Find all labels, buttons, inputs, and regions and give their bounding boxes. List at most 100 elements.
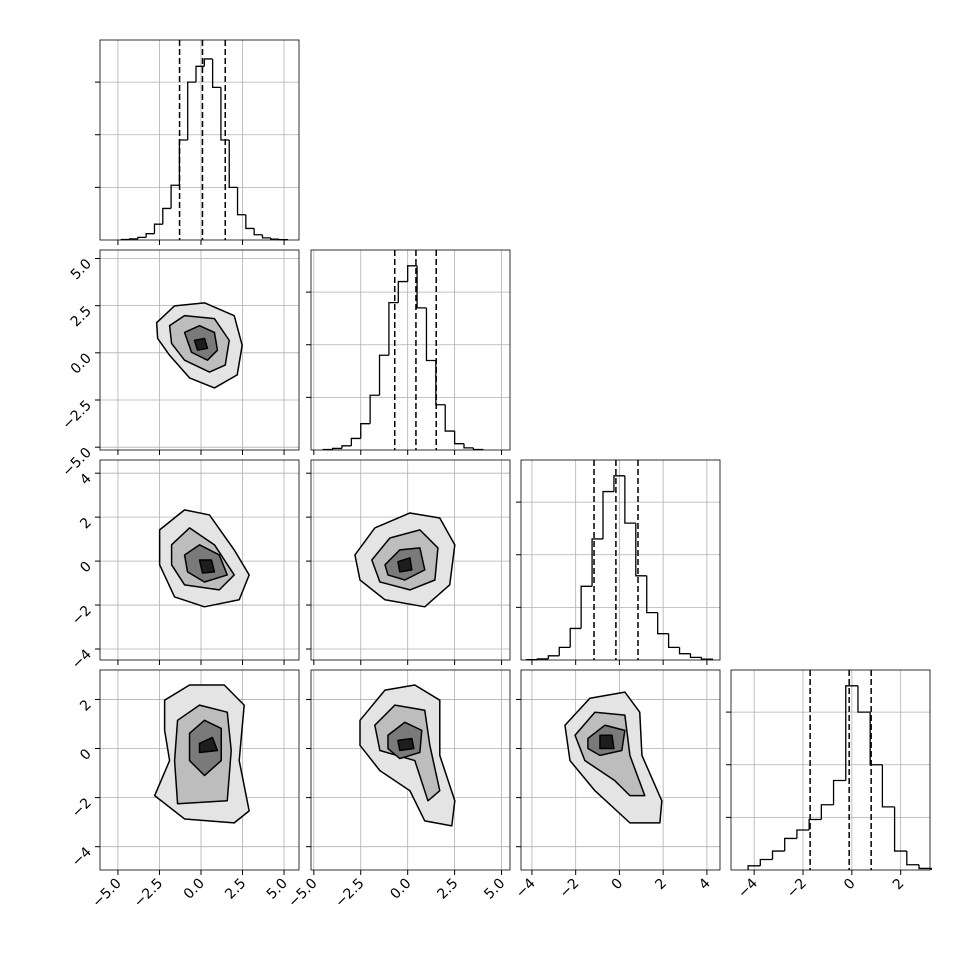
x-tick-label: 5.0 xyxy=(481,876,508,903)
panel-frame xyxy=(99,459,300,661)
x-tick-label: 0 xyxy=(609,876,627,894)
contour xyxy=(198,736,219,754)
x-tick-label: −5.0 xyxy=(89,876,124,911)
histogram-step xyxy=(689,653,702,659)
y-tick-label: −4 xyxy=(69,646,95,672)
y-tick-label: 4 xyxy=(77,471,95,489)
histogram-step xyxy=(245,214,255,230)
y-tick-label: −2 xyxy=(69,603,95,629)
histogram-step xyxy=(416,265,427,309)
x-tick-label: −4 xyxy=(513,875,539,901)
histogram-step xyxy=(569,627,582,648)
y-tick-label: 5.0 xyxy=(68,256,95,283)
histogram-step xyxy=(270,237,280,240)
y-tick-label: 0 xyxy=(77,559,95,577)
histogram-step xyxy=(893,806,907,852)
x-tick-label: −5.0 xyxy=(285,876,320,911)
panel-frame xyxy=(310,249,511,451)
histogram-step xyxy=(558,646,571,656)
histogram-step xyxy=(128,238,138,240)
histogram-step xyxy=(832,779,846,805)
histogram-step xyxy=(137,236,147,239)
histogram-step xyxy=(407,265,418,282)
contour xyxy=(193,337,209,351)
histogram-step xyxy=(211,58,221,89)
histogram-step xyxy=(203,58,213,67)
histogram-step xyxy=(444,404,455,432)
histogram-step xyxy=(700,657,713,660)
histogram-step xyxy=(162,207,172,225)
x-tick-label: 2.5 xyxy=(434,876,461,903)
histogram-step xyxy=(397,280,408,303)
histogram-step xyxy=(667,633,680,649)
contour xyxy=(397,557,413,573)
histogram-step xyxy=(759,858,773,866)
histogram-step xyxy=(187,81,197,140)
x-tick-label: −2 xyxy=(784,876,810,902)
panel-frame xyxy=(310,669,511,871)
x-tick-label: 2 xyxy=(890,876,908,894)
histogram-step xyxy=(771,850,785,860)
histogram-step xyxy=(580,585,593,629)
y-tick-label: −5.0 xyxy=(59,445,94,480)
y-tick-label: −2.5 xyxy=(59,398,94,433)
histogram-step xyxy=(360,423,371,439)
histogram-step xyxy=(228,140,238,189)
histogram-step xyxy=(591,538,604,587)
panel-frame xyxy=(520,669,721,871)
histogram-step xyxy=(195,65,205,83)
histogram-step xyxy=(547,655,560,659)
histogram-step xyxy=(747,865,761,870)
histogram-step xyxy=(350,437,361,446)
histogram-step xyxy=(453,431,465,445)
y-tick-label: 2 xyxy=(77,515,95,533)
histogram-step xyxy=(784,837,797,852)
x-tick-label: 0.0 xyxy=(387,876,414,903)
x-tick-label: 2 xyxy=(652,876,670,894)
histogram-step xyxy=(906,851,920,866)
panel-frame xyxy=(310,459,511,661)
histogram-step xyxy=(425,307,436,362)
histogram-step xyxy=(220,87,230,141)
histogram-step xyxy=(369,394,380,424)
histogram-step xyxy=(678,647,691,655)
contour xyxy=(198,559,216,574)
y-tick-label: −2 xyxy=(69,795,95,821)
histogram-step xyxy=(857,685,871,713)
histogram-step xyxy=(602,490,614,539)
histogram-step xyxy=(881,764,895,808)
y-tick-label: 0.0 xyxy=(68,350,95,377)
y-tick-label: 2 xyxy=(77,697,95,715)
panel-frame xyxy=(730,669,931,871)
histogram-step xyxy=(261,234,271,239)
x-tick-label: −2 xyxy=(557,876,583,902)
histogram-step xyxy=(253,228,263,236)
histogram-step xyxy=(435,360,446,406)
histogram-step xyxy=(378,354,389,396)
histogram-step xyxy=(536,658,549,660)
histogram-step xyxy=(145,233,155,238)
histogram-step xyxy=(613,475,625,492)
histogram-step xyxy=(236,187,246,216)
x-tick-label: 4 xyxy=(696,875,714,893)
histogram-step xyxy=(646,575,658,614)
y-tick-label: 0 xyxy=(77,746,95,764)
panel-frame xyxy=(99,249,300,451)
histogram-step xyxy=(341,445,352,449)
panel-frame xyxy=(520,459,721,661)
x-tick-label: 2.5 xyxy=(222,876,249,903)
x-tick-label: −4 xyxy=(735,875,761,901)
histogram-step xyxy=(463,443,474,449)
histogram-step xyxy=(820,804,834,820)
histogram-step xyxy=(170,184,180,209)
histogram-step xyxy=(845,685,858,781)
histogram-step xyxy=(808,818,822,830)
x-tick-label: −2.5 xyxy=(332,876,367,911)
contour xyxy=(599,734,615,750)
histogram-step xyxy=(869,712,883,766)
histogram-step xyxy=(918,864,932,870)
panel-frame xyxy=(99,39,300,241)
y-tick-label: 2.5 xyxy=(68,303,95,330)
histogram-step xyxy=(796,829,810,839)
